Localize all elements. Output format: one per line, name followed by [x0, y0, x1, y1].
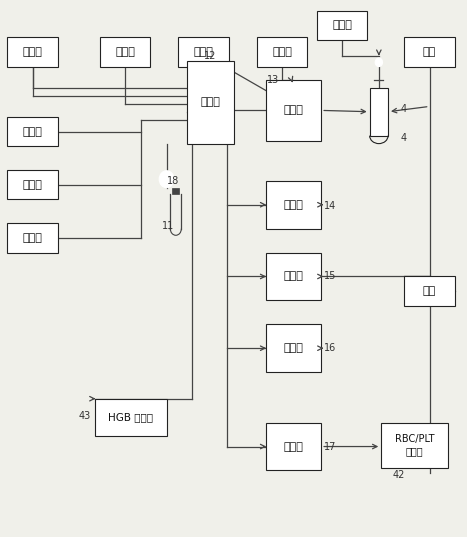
- Text: 16: 16: [324, 343, 336, 353]
- Text: 稀释液: 稀释液: [23, 180, 42, 190]
- Text: HGB 检测器: HGB 检测器: [108, 412, 153, 422]
- Bar: [7, 223, 58, 252]
- Text: 14: 14: [324, 201, 336, 211]
- Bar: [7, 117, 58, 146]
- Text: RBC/PLT
检测器: RBC/PLT 检测器: [395, 434, 434, 456]
- Text: 反应仓: 反应仓: [283, 272, 304, 281]
- Text: 稀释液: 稀释液: [193, 47, 213, 57]
- Bar: [266, 181, 321, 229]
- Bar: [404, 277, 455, 306]
- Text: 11: 11: [162, 221, 174, 231]
- Text: 稀释液: 稀释液: [23, 127, 42, 136]
- Text: 染色剂: 染色剂: [332, 20, 352, 31]
- Text: 染色剂: 染色剂: [272, 47, 292, 57]
- Text: 鞘液: 鞘液: [423, 47, 436, 57]
- Bar: [317, 11, 368, 40]
- Bar: [266, 80, 321, 141]
- Bar: [266, 324, 321, 372]
- Bar: [256, 38, 307, 67]
- Bar: [266, 423, 321, 470]
- Text: 17: 17: [324, 441, 336, 452]
- Bar: [95, 398, 167, 436]
- Text: 反应仓: 反应仓: [283, 105, 304, 115]
- Bar: [266, 252, 321, 300]
- Text: 4: 4: [401, 133, 407, 143]
- Text: 反应仓: 反应仓: [283, 200, 304, 210]
- Bar: [381, 423, 448, 468]
- Bar: [369, 88, 388, 136]
- Text: 4: 4: [401, 104, 407, 114]
- Text: 采样阀: 采样阀: [200, 97, 220, 107]
- Text: 15: 15: [324, 272, 336, 281]
- Bar: [7, 38, 58, 67]
- Circle shape: [375, 58, 382, 67]
- Text: 13: 13: [267, 75, 279, 85]
- Text: 12: 12: [204, 51, 216, 61]
- Bar: [7, 170, 58, 199]
- Text: 稀释液: 稀释液: [115, 47, 135, 57]
- Text: 43: 43: [79, 411, 91, 420]
- Bar: [178, 38, 229, 67]
- Text: 18: 18: [167, 176, 179, 186]
- Bar: [99, 38, 150, 67]
- Text: 反应仓: 反应仓: [283, 343, 304, 353]
- Bar: [404, 38, 455, 67]
- Text: 鞘液: 鞘液: [423, 286, 436, 296]
- Text: 稀释液: 稀释液: [23, 233, 42, 243]
- Text: 反应仓: 反应仓: [283, 441, 304, 452]
- Bar: [187, 61, 234, 143]
- Circle shape: [159, 171, 174, 188]
- Text: 42: 42: [393, 470, 405, 480]
- Text: 稀释液: 稀释液: [23, 47, 42, 57]
- Bar: [172, 188, 179, 194]
